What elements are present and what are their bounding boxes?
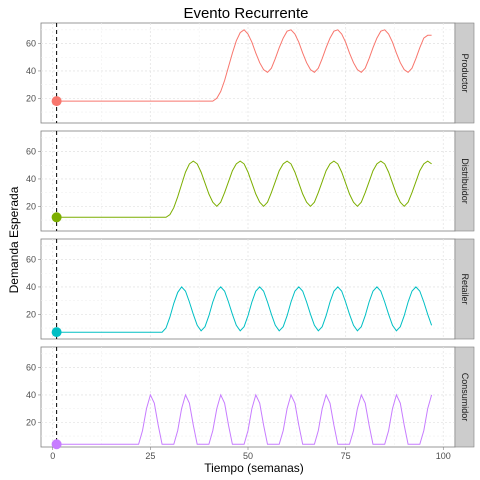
facet-strip-label: Retailer (460, 273, 470, 304)
y-tick-label: 60 (26, 147, 36, 157)
chart-title: Evento Recurrente (183, 5, 308, 22)
x-tick-label: 0 (50, 451, 55, 461)
start-point-marker (51, 439, 62, 450)
start-point-marker (51, 212, 62, 223)
start-point-marker (51, 327, 62, 338)
facet-strip (454, 22, 475, 124)
x-tick-label: 75 (341, 451, 351, 461)
y-tick-label: 20 (26, 201, 36, 211)
y-tick-label: 40 (26, 174, 36, 184)
y-tick-label: 60 (26, 255, 36, 265)
x-tick-label: 100 (436, 451, 451, 461)
y-tick-label: 20 (26, 93, 36, 103)
y-tick-label: 60 (26, 363, 36, 373)
facet-panel-productor: 20 40 60 Productor (26, 22, 475, 124)
facet-strip (454, 346, 475, 448)
facet-strip (454, 238, 475, 340)
y-tick-label: 60 (26, 39, 36, 49)
y-tick-label: 20 (26, 309, 36, 319)
x-axis-label: Tiempo (semanas) (204, 461, 304, 475)
x-tick-label: 50 (243, 451, 253, 461)
y-tick-label: 40 (26, 66, 36, 76)
y-axis-label: Demanda Esperada (7, 186, 21, 293)
y-tick-label: 40 (26, 282, 36, 292)
facet-strip (454, 130, 475, 232)
facet-panel-consumidor: 20 40 60 Consumidor (26, 346, 475, 450)
facet-panels: 20 40 60 Productor 20 40 60 Distribuidor 20 40 60 R… (26, 22, 475, 450)
series-line-productor (56, 29, 432, 102)
facet-strip-label: Distribuidor (460, 158, 470, 204)
facet-strip-label: Consumidor (460, 373, 470, 422)
y-tick-label: 20 (26, 417, 36, 427)
x-axis-ticks: 0 25 50 75 100 (50, 447, 451, 461)
x-tick-label: 25 (145, 451, 155, 461)
facet-panel-distribuidor: 20 40 60 Distribuidor (26, 130, 475, 232)
series-line-consumidor (56, 393, 433, 445)
start-point-marker (51, 96, 62, 107)
series-line-retailer (56, 286, 433, 333)
facet-panel-retailer: 20 40 60 Retailer (26, 238, 475, 340)
series-line-distribuidor (56, 160, 432, 218)
facet-strip-label: Productor (460, 53, 470, 92)
y-tick-label: 40 (26, 390, 36, 400)
